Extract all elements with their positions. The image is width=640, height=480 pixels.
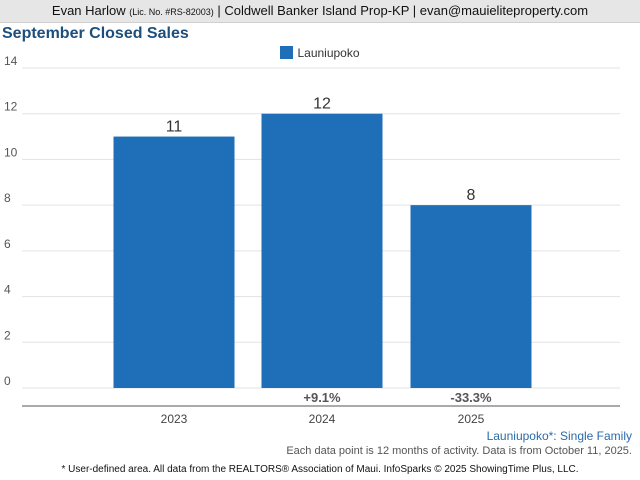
y-tick-label: 8 [4, 191, 11, 205]
agent-license: (Lic. No. #RS-82003) [129, 7, 214, 17]
y-tick-label: 0 [4, 374, 11, 388]
legend-swatch [280, 46, 294, 59]
legend-label: Launiupoko [297, 46, 360, 60]
agent-name: Evan Harlow [51, 3, 126, 18]
chart-legend: Launiupoko [0, 46, 640, 60]
bar-value-label: 11 [166, 119, 183, 136]
agent-header: Evan Harlow (Lic. No. #RS-82003) | Coldw… [0, 0, 640, 23]
agent-company: | Coldwell Banker Island Prop-KP | [217, 3, 417, 18]
bar-value-label: 12 [313, 96, 331, 113]
bar-2024 [261, 113, 383, 388]
x-tick-label: 2025 [458, 412, 485, 426]
agent-email: evan@mauieliteproperty.com [419, 3, 589, 18]
bar-2023 [113, 136, 235, 388]
y-tick-label: 14 [4, 54, 18, 68]
chart-title: September Closed Sales [2, 25, 189, 42]
y-tick-label: 4 [4, 283, 11, 297]
y-tick-label: 2 [4, 328, 11, 342]
y-tick-label: 12 [4, 100, 18, 114]
source-note: * User-defined area. All data from the R… [61, 464, 579, 475]
x-tick-label: 2024 [309, 412, 336, 426]
y-tick-label: 10 [4, 145, 18, 159]
area-filter-note: Launiupoko*: Single Family [486, 429, 632, 443]
percent-change-label: +9.1% [303, 390, 341, 405]
percent-change-label: -33.3% [450, 390, 492, 405]
bar-2025 [410, 205, 532, 388]
x-tick-label: 2023 [161, 412, 188, 426]
bar-value-label: 8 [467, 187, 476, 204]
y-tick-label: 6 [4, 237, 11, 251]
activity-note: Each data point is 12 months of activity… [286, 445, 632, 457]
